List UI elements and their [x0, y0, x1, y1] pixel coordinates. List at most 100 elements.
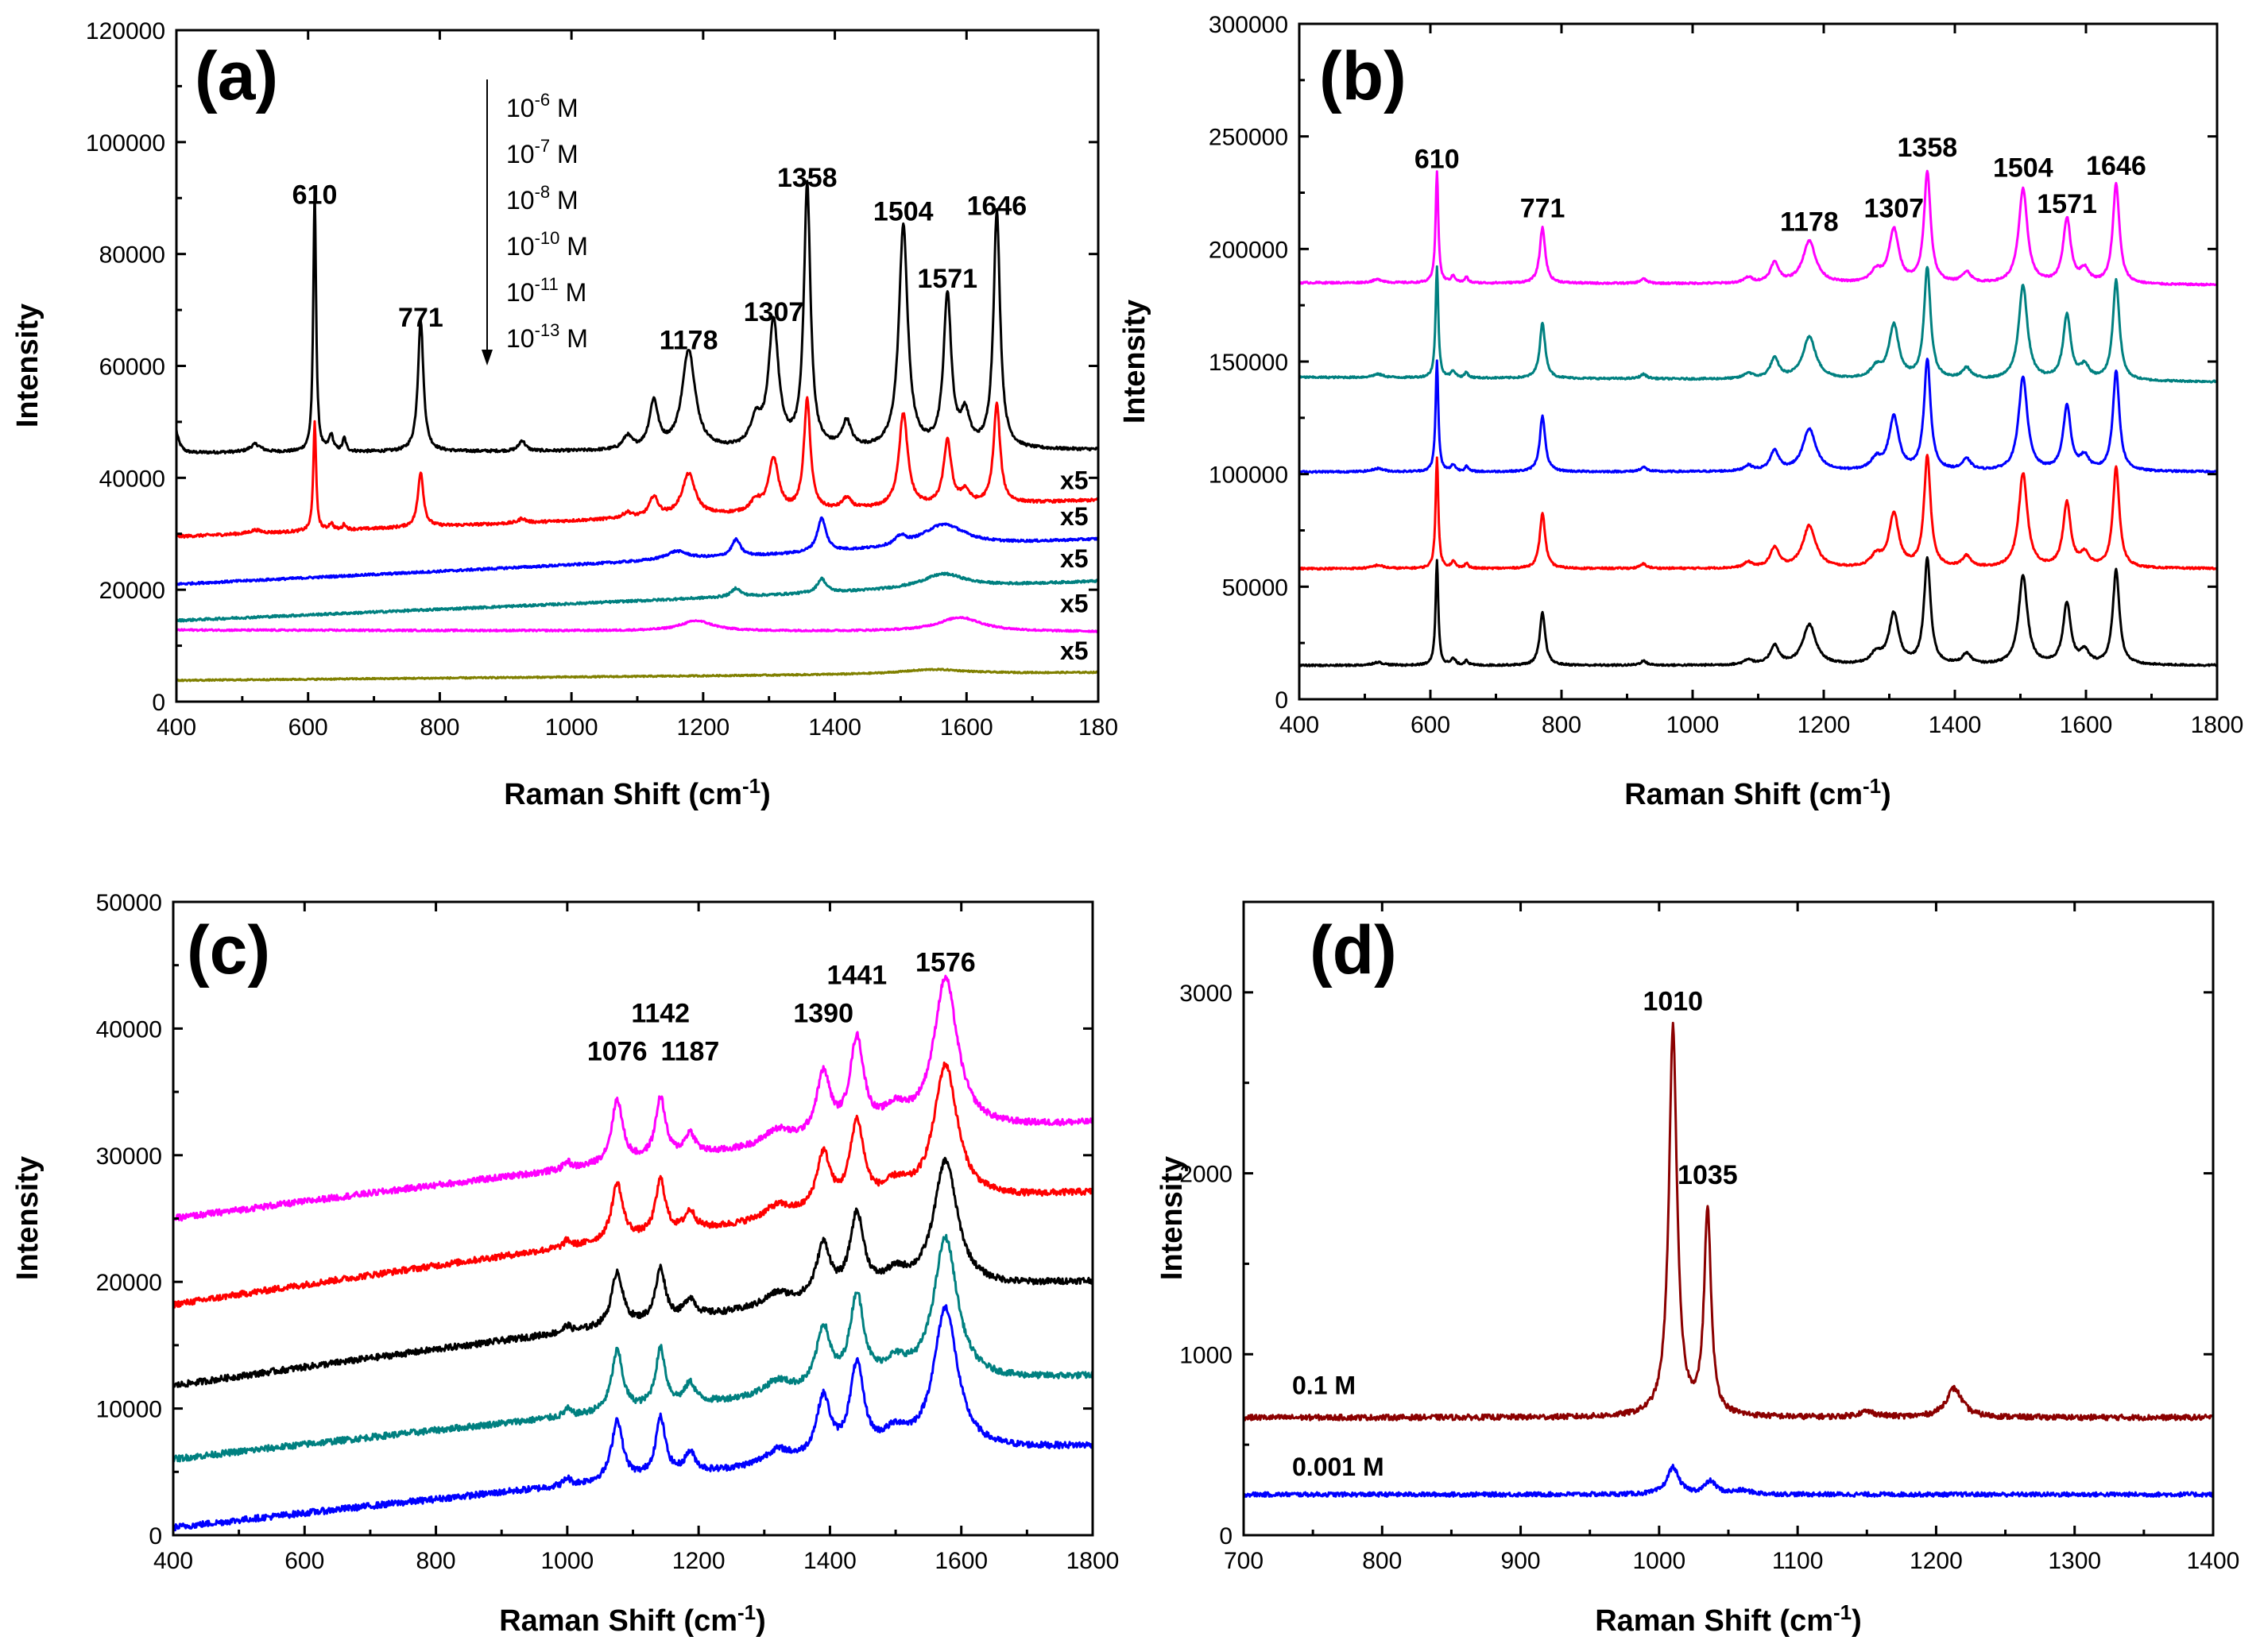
peak-label: 1646 — [967, 191, 1027, 221]
x-tick-label: 1200 — [1910, 1548, 1963, 1574]
peak-label: 1571 — [2037, 189, 2097, 219]
x-tick-label: 1600 — [940, 714, 993, 741]
x-tick-label: 1400 — [1929, 712, 1982, 738]
x-tick-label: 1200 — [1798, 712, 1851, 738]
peak-label: 610 — [292, 180, 338, 210]
y-tick-label: 10000 — [96, 1397, 162, 1423]
x-axis-title-a: Raman Shift (cm-1) — [504, 774, 771, 811]
series-line — [1299, 358, 2217, 474]
peak-label: 771 — [398, 303, 443, 333]
x-tick-label: 1200 — [676, 714, 729, 741]
peak-label: 1504 — [873, 196, 934, 226]
series-line — [173, 1233, 1093, 1463]
concentration-legend: 10-6 M 10-7 M 10-8 M 10-10 M 10-11 M 10-13 M — [482, 79, 588, 366]
peak-label: 1576 — [915, 948, 976, 978]
panel-b: 610 771 1178 1307 1358 1504 1571 1646 400 600 800… — [1118, 12, 2243, 811]
series-label: 0.001 M — [1292, 1453, 1384, 1481]
multiplier-label: x5 — [1060, 589, 1089, 617]
x-tick-label: 1800 — [1066, 1548, 1120, 1574]
x-tick-label: 1000 — [1632, 1548, 1685, 1574]
y-tick-label: 0 — [1219, 1523, 1233, 1549]
plot-frame-c — [172, 900, 1094, 1537]
panel-c: 1076 1142 1187 1390 1441 1576 400 600 800 1000 12… — [11, 890, 1119, 1638]
y-tick-label: 2000 — [1179, 1162, 1233, 1188]
y-tick-label: 1000 — [1179, 1342, 1233, 1368]
y-tick-label: 0 — [152, 690, 165, 716]
y-tick-label: 50000 — [1222, 575, 1288, 601]
peak-label: 1390 — [793, 998, 853, 1028]
panel-label-c: (c) — [187, 912, 270, 988]
peak-label: 1571 — [917, 264, 977, 294]
x-axis-title-d: Raman Shift (cm-1) — [1595, 1600, 1862, 1638]
concentration-label: 10-8 M — [506, 182, 579, 215]
series-line — [176, 667, 1098, 683]
x-tick-label: 600 — [284, 1548, 324, 1574]
panel-label-b: (b) — [1319, 38, 1407, 114]
legend-arrow-head — [482, 350, 493, 366]
series-line — [1299, 454, 2217, 571]
series-line — [1244, 1464, 2213, 1498]
x-axis-title-c: Raman Shift (cm-1) — [499, 1600, 766, 1638]
y-axis-title-b: Intensity — [1118, 300, 1151, 424]
peak-label: 610 — [1414, 144, 1460, 174]
series-line — [1299, 169, 2217, 287]
x-tick-label: 700 — [1224, 1548, 1264, 1574]
series-line — [173, 1061, 1093, 1309]
x-axis-title-b: Raman Shift (cm-1) — [1624, 774, 1891, 811]
peak-label: 1178 — [1780, 207, 1839, 238]
x-tick-label: 1200 — [672, 1548, 726, 1574]
x-tick-label: 180 — [1078, 714, 1118, 741]
x-tick-label: 1400 — [2187, 1548, 2240, 1574]
series-line — [173, 974, 1093, 1222]
concentration-label: 10-7 M — [506, 136, 579, 168]
x-tick-label: 1000 — [1666, 712, 1720, 738]
concentration-label: 10-6 M — [506, 90, 579, 122]
y-tick-label: 0 — [1275, 687, 1288, 714]
series-line — [1299, 265, 2217, 384]
peak-label: 1358 — [1898, 133, 1958, 163]
x-tick-label: 900 — [1501, 1548, 1541, 1574]
x-tick-label: 1400 — [808, 714, 861, 741]
y-tick-label: 40000 — [99, 466, 165, 492]
series-line — [173, 1304, 1093, 1532]
y-tick-label: 100000 — [1209, 462, 1288, 489]
series-line — [176, 616, 1098, 633]
y-tick-label: 3000 — [1179, 981, 1233, 1007]
panel-a: 610 771 1178 1307 1358 1504 1571 1646 x5 x5 x5 x5 x5… — [11, 18, 1118, 811]
y-tick-label: 60000 — [99, 354, 165, 381]
peak-label: 1010 — [1643, 987, 1703, 1017]
peak-label: 1035 — [1678, 1160, 1738, 1190]
x-tick-label: 1600 — [2060, 712, 2113, 738]
peak-label: 1307 — [744, 297, 804, 327]
x-tick-label: 400 — [157, 714, 196, 741]
x-tick-label: 800 — [1362, 1548, 1402, 1574]
peak-label: 1187 — [661, 1036, 720, 1066]
x-tick-label: 800 — [1542, 712, 1581, 738]
x-tick-label: 1000 — [545, 714, 598, 741]
y-tick-label: 200000 — [1209, 237, 1288, 263]
y-tick-label: 20000 — [99, 578, 165, 604]
series-line — [173, 1156, 1093, 1388]
peak-label: 1076 — [587, 1036, 648, 1066]
x-tick-label: 800 — [416, 1548, 456, 1574]
series-line — [176, 396, 1098, 539]
peak-label: 1441 — [826, 961, 887, 991]
x-tick-label: 1800 — [2191, 712, 2244, 738]
y-tick-label: 40000 — [96, 1016, 162, 1043]
series-line — [176, 571, 1098, 623]
y-tick-label: 300000 — [1209, 12, 1288, 38]
peak-label: 1358 — [777, 163, 838, 193]
x-tick-label: 1100 — [1772, 1548, 1824, 1574]
peak-label: 1646 — [2086, 151, 2146, 181]
series-line — [1299, 555, 2217, 667]
peak-label: 1178 — [660, 325, 718, 355]
y-tick-label: 150000 — [1209, 350, 1288, 376]
multiplier-label: x5 — [1060, 466, 1089, 494]
y-axis-title-d: Intensity — [1155, 1156, 1189, 1280]
x-tick-label: 400 — [1279, 712, 1319, 738]
panel-label-d: (d) — [1310, 912, 1397, 988]
y-tick-label: 80000 — [99, 242, 165, 269]
x-tick-label: 1600 — [935, 1548, 988, 1574]
series-line — [176, 516, 1098, 586]
